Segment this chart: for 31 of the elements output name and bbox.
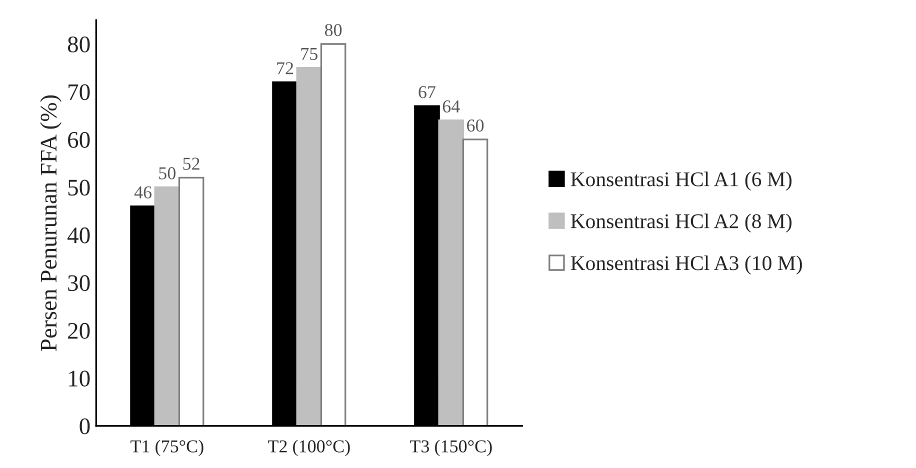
bar — [462, 138, 488, 426]
data-label: 50 — [159, 167, 176, 180]
x-tick-label: T2 (100°C) — [268, 440, 350, 456]
x-tick-label: T1 (75°C) — [130, 440, 204, 456]
legend-label: Konsentrasi HCl A3 (10 M) — [570, 256, 802, 274]
y-tick-label: 70 — [68, 84, 90, 100]
legend-label: Konsentrasi HCl A1 (6 M) — [570, 172, 792, 191]
data-label: 80 — [324, 24, 342, 36]
data-label: 52 — [183, 158, 200, 170]
y-tick-label: 10 — [69, 370, 90, 387]
bar — [296, 67, 322, 426]
x-tick-label: T3 (150°C) — [410, 440, 492, 456]
y-tick-label: 30 — [68, 275, 90, 292]
bar — [438, 120, 464, 426]
data-label: 72 — [277, 62, 294, 74]
y-tick-label: 50 — [68, 180, 90, 196]
data-label: 60 — [467, 119, 484, 132]
bar — [178, 176, 204, 426]
bar — [154, 186, 180, 426]
legend-label: Konsentrasi HCl A2 (8 M) — [570, 214, 792, 233]
data-label: 75 — [301, 48, 318, 60]
bar — [320, 43, 346, 426]
y-tick-label: 0 — [80, 418, 90, 434]
y-axis-title: Persen Penurunan FFA (%) — [40, 95, 62, 351]
y-tick-label: 60 — [68, 132, 90, 148]
y-tick-label: 80 — [68, 36, 90, 52]
data-label: 67 — [418, 86, 436, 98]
data-label: 64 — [442, 100, 460, 113]
y-tick-label: 40 — [67, 227, 90, 244]
y-tick-label: 20 — [68, 322, 90, 339]
data-label: 46 — [134, 186, 152, 198]
